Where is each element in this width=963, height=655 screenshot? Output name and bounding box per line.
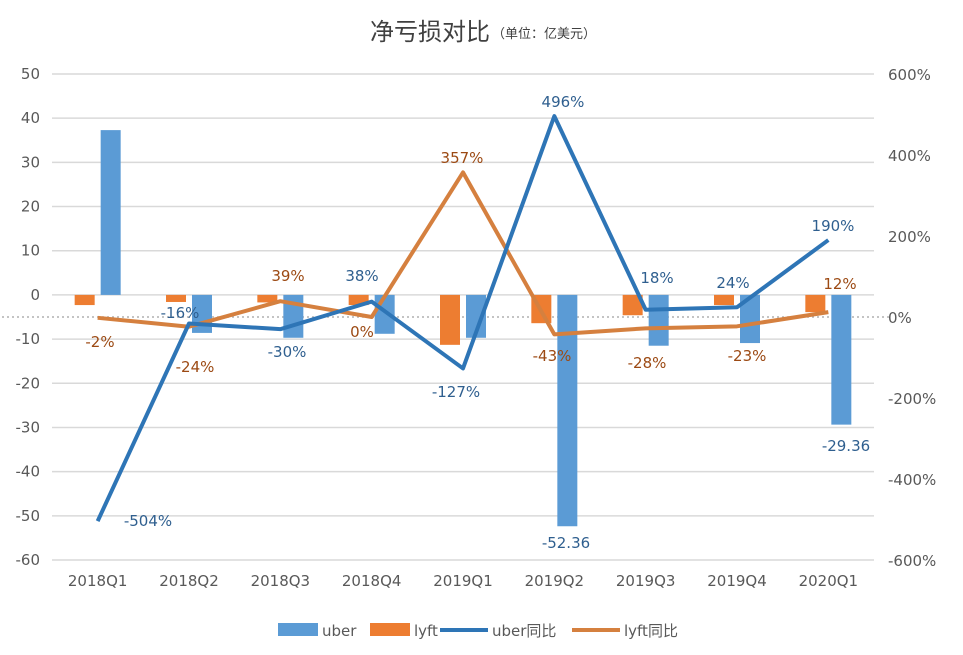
left-axis-tick-label: -50 bbox=[16, 507, 41, 525]
legend-label: lyft同比 bbox=[624, 622, 678, 640]
uber-yoy-data-label: 18% bbox=[640, 269, 673, 287]
x-axis-tick-label: 2019Q4 bbox=[707, 572, 767, 590]
lyft-yoy-data-label: -24% bbox=[176, 358, 215, 376]
right-axis-tick-label: -400% bbox=[888, 471, 936, 489]
left-axis-tick-label: -40 bbox=[16, 463, 41, 481]
left-axis-tick-label: 50 bbox=[21, 65, 40, 83]
x-axis-tick-label: 2020Q1 bbox=[799, 572, 859, 590]
right-axis-tick-label: 0% bbox=[888, 309, 912, 327]
lyft-yoy-data-label: 39% bbox=[271, 267, 304, 285]
right-axis-tick-label: -200% bbox=[888, 390, 936, 408]
lyft-yoy-data-label: 12% bbox=[823, 275, 856, 293]
lyft-yoy-data-label: 357% bbox=[441, 149, 484, 167]
uber-bar-data-label: -29.36 bbox=[822, 437, 870, 455]
uber-yoy-data-label: 496% bbox=[542, 93, 585, 111]
left-axis-tick-label: -60 bbox=[16, 551, 41, 569]
x-axis-tick-label: 2018Q4 bbox=[342, 572, 402, 590]
chart-subtitle: （单位：亿美元） bbox=[492, 27, 596, 42]
lyft-yoy-data-label: -43% bbox=[533, 347, 572, 365]
x-axis-tick-label: 2018Q2 bbox=[159, 572, 219, 590]
lyft-bar bbox=[622, 294, 643, 316]
left-axis-tick-label: 30 bbox=[21, 153, 40, 171]
uber-bar bbox=[831, 294, 852, 425]
legend-label: uber同比 bbox=[492, 622, 556, 640]
lyft-yoy-data-label: 0% bbox=[350, 323, 374, 341]
uber-bar bbox=[740, 294, 760, 344]
right-axis-tick-label: 200% bbox=[888, 228, 931, 246]
uber-bar bbox=[648, 294, 669, 346]
uber-yoy-data-label: 24% bbox=[716, 274, 749, 292]
x-axis-tick-label: 2019Q2 bbox=[525, 572, 585, 590]
legend-swatch-lyft bbox=[370, 623, 410, 636]
x-axis-tick-label: 2019Q1 bbox=[433, 572, 493, 590]
left-axis-tick-label: -20 bbox=[16, 374, 41, 392]
lyft-bar bbox=[74, 294, 95, 306]
left-axis-tick-label: -10 bbox=[16, 330, 41, 348]
lyft-bar bbox=[166, 294, 186, 302]
right-axis-tick-label: -600% bbox=[888, 552, 936, 570]
uber-bar-data-label: -52.36 bbox=[542, 534, 590, 552]
uber-yoy-data-label: -504% bbox=[124, 512, 172, 530]
uber-bar bbox=[557, 294, 578, 527]
lyft-bar bbox=[714, 294, 734, 306]
legend-label: uber bbox=[322, 622, 357, 640]
uber-yoy-data-label: 190% bbox=[812, 217, 855, 235]
legend-swatch-uber bbox=[278, 623, 318, 636]
x-axis-tick-label: 2019Q3 bbox=[616, 572, 676, 590]
left-axis-tick-label: 20 bbox=[21, 198, 40, 216]
uber-yoy-data-label: -16% bbox=[161, 304, 200, 322]
uber-bar bbox=[466, 294, 486, 338]
lyft-yoy-data-label: -28% bbox=[628, 354, 667, 372]
x-axis-tick-label: 2018Q1 bbox=[68, 572, 128, 590]
chart-title: 净亏损对比 bbox=[370, 18, 490, 46]
uber-yoy-data-label: 38% bbox=[345, 267, 378, 285]
lyft-bar bbox=[440, 294, 460, 345]
lyft-bar bbox=[257, 294, 278, 303]
lyft-bar bbox=[805, 294, 826, 313]
left-axis-tick-label: 40 bbox=[21, 109, 40, 127]
x-axis-tick-label: 2018Q3 bbox=[251, 572, 311, 590]
left-axis-tick-label: 10 bbox=[21, 242, 40, 260]
lyft-yoy-data-label: -23% bbox=[728, 347, 767, 365]
lyft-yoy-data-label: -2% bbox=[85, 333, 114, 351]
left-axis-tick-label: 0 bbox=[30, 286, 40, 304]
uber-yoy-data-label: -127% bbox=[432, 383, 480, 401]
right-axis-tick-label: 600% bbox=[888, 66, 931, 84]
left-axis-tick-label: -30 bbox=[16, 418, 41, 436]
legend-label: lyft bbox=[414, 622, 438, 640]
uber-bar bbox=[100, 130, 121, 295]
right-axis-tick-label: 400% bbox=[888, 147, 931, 165]
lyft-bar bbox=[348, 294, 369, 306]
uber-yoy-data-label: -30% bbox=[268, 343, 307, 361]
